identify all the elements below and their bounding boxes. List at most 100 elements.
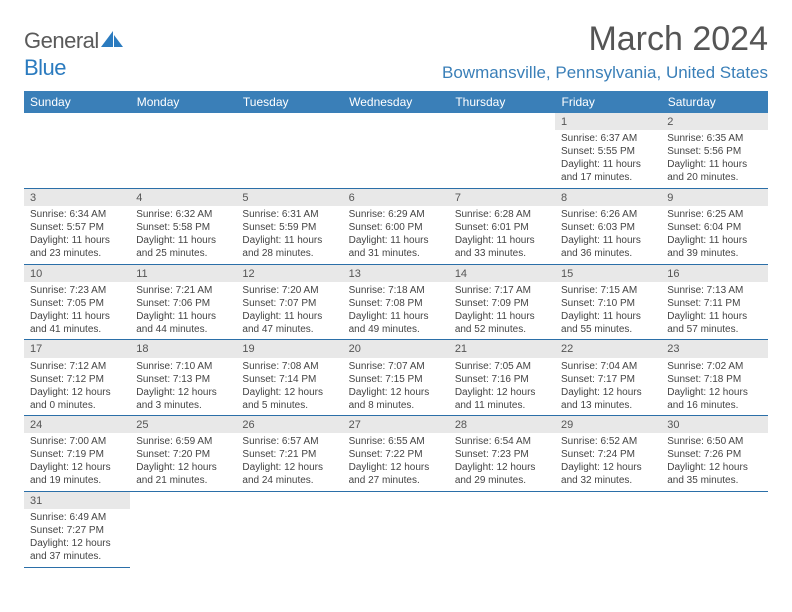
day-header: Friday <box>555 91 661 113</box>
d2-text: and 25 minutes. <box>136 247 230 260</box>
day-number-cell: 25 <box>130 416 236 434</box>
day-detail-cell: Sunrise: 6:32 AMSunset: 5:58 PMDaylight:… <box>130 206 236 264</box>
day-number-cell <box>236 491 342 509</box>
sr-text: Sunrise: 7:13 AM <box>667 284 761 297</box>
ss-text: Sunset: 6:04 PM <box>667 221 761 234</box>
logo-text-blue: Blue <box>24 55 66 80</box>
d2-text: and 11 minutes. <box>455 399 549 412</box>
sr-text: Sunrise: 7:00 AM <box>30 435 124 448</box>
header: GeneralBlue March 2024 Bowmansville, Pen… <box>24 20 768 89</box>
sr-text: Sunrise: 6:52 AM <box>561 435 655 448</box>
d2-text: and 3 minutes. <box>136 399 230 412</box>
sr-text: Sunrise: 7:20 AM <box>242 284 336 297</box>
d2-text: and 27 minutes. <box>349 474 443 487</box>
day-number-cell <box>130 491 236 509</box>
ss-text: Sunset: 7:27 PM <box>30 524 124 537</box>
day-number-cell: 24 <box>24 416 130 434</box>
day-detail-cell: Sunrise: 6:50 AMSunset: 7:26 PMDaylight:… <box>661 433 767 491</box>
d1-text: Daylight: 12 hours <box>561 461 655 474</box>
ss-text: Sunset: 7:07 PM <box>242 297 336 310</box>
d2-text: and 19 minutes. <box>30 474 124 487</box>
d1-text: Daylight: 11 hours <box>136 234 230 247</box>
d1-text: Daylight: 11 hours <box>455 310 549 323</box>
day-number-cell <box>130 113 236 130</box>
ss-text: Sunset: 7:09 PM <box>455 297 549 310</box>
d2-text: and 33 minutes. <box>455 247 549 260</box>
ss-text: Sunset: 7:17 PM <box>561 373 655 386</box>
day-number-cell: 6 <box>343 188 449 206</box>
ss-text: Sunset: 6:01 PM <box>455 221 549 234</box>
d1-text: Daylight: 11 hours <box>667 158 761 171</box>
sr-text: Sunrise: 6:31 AM <box>242 208 336 221</box>
day-number-cell: 21 <box>449 340 555 358</box>
d2-text: and 55 minutes. <box>561 323 655 336</box>
day-detail-cell <box>24 130 130 188</box>
sr-text: Sunrise: 6:54 AM <box>455 435 549 448</box>
sr-text: Sunrise: 6:35 AM <box>667 132 761 145</box>
ss-text: Sunset: 5:58 PM <box>136 221 230 234</box>
d1-text: Daylight: 12 hours <box>136 386 230 399</box>
d1-text: Daylight: 12 hours <box>455 461 549 474</box>
day-number-cell: 29 <box>555 416 661 434</box>
daynum-row: 3456789 <box>24 188 768 206</box>
d1-text: Daylight: 11 hours <box>455 234 549 247</box>
daynum-row: 24252627282930 <box>24 416 768 434</box>
day-number-cell: 12 <box>236 264 342 282</box>
d1-text: Daylight: 12 hours <box>349 386 443 399</box>
day-detail-cell <box>130 130 236 188</box>
sr-text: Sunrise: 6:34 AM <box>30 208 124 221</box>
day-detail-cell: Sunrise: 6:59 AMSunset: 7:20 PMDaylight:… <box>130 433 236 491</box>
d1-text: Daylight: 12 hours <box>30 461 124 474</box>
day-detail-cell: Sunrise: 7:02 AMSunset: 7:18 PMDaylight:… <box>661 358 767 416</box>
day-header-row: Sunday Monday Tuesday Wednesday Thursday… <box>24 91 768 113</box>
sr-text: Sunrise: 7:02 AM <box>667 360 761 373</box>
day-header: Sunday <box>24 91 130 113</box>
d2-text: and 57 minutes. <box>667 323 761 336</box>
sr-text: Sunrise: 7:18 AM <box>349 284 443 297</box>
day-detail-cell: Sunrise: 6:57 AMSunset: 7:21 PMDaylight:… <box>236 433 342 491</box>
detail-row: Sunrise: 6:34 AMSunset: 5:57 PMDaylight:… <box>24 206 768 264</box>
sr-text: Sunrise: 7:10 AM <box>136 360 230 373</box>
d2-text: and 5 minutes. <box>242 399 336 412</box>
sr-text: Sunrise: 6:29 AM <box>349 208 443 221</box>
day-number-cell: 14 <box>449 264 555 282</box>
day-detail-cell: Sunrise: 6:29 AMSunset: 6:00 PMDaylight:… <box>343 206 449 264</box>
d2-text: and 28 minutes. <box>242 247 336 260</box>
d1-text: Daylight: 11 hours <box>667 310 761 323</box>
day-detail-cell: Sunrise: 6:34 AMSunset: 5:57 PMDaylight:… <box>24 206 130 264</box>
day-number-cell <box>236 113 342 130</box>
day-detail-cell: Sunrise: 6:26 AMSunset: 6:03 PMDaylight:… <box>555 206 661 264</box>
day-detail-cell <box>236 509 342 567</box>
d1-text: Daylight: 12 hours <box>242 461 336 474</box>
sr-text: Sunrise: 6:59 AM <box>136 435 230 448</box>
d1-text: Daylight: 11 hours <box>136 310 230 323</box>
sr-text: Sunrise: 6:37 AM <box>561 132 655 145</box>
d1-text: Daylight: 12 hours <box>136 461 230 474</box>
day-detail-cell: Sunrise: 7:17 AMSunset: 7:09 PMDaylight:… <box>449 282 555 340</box>
sr-text: Sunrise: 7:05 AM <box>455 360 549 373</box>
d2-text: and 17 minutes. <box>561 171 655 184</box>
sr-text: Sunrise: 6:28 AM <box>455 208 549 221</box>
sr-text: Sunrise: 7:07 AM <box>349 360 443 373</box>
day-number-cell: 18 <box>130 340 236 358</box>
ss-text: Sunset: 7:20 PM <box>136 448 230 461</box>
ss-text: Sunset: 7:21 PM <box>242 448 336 461</box>
d1-text: Daylight: 12 hours <box>30 386 124 399</box>
sr-text: Sunrise: 7:23 AM <box>30 284 124 297</box>
logo-text: GeneralBlue <box>24 28 123 81</box>
daynum-row: 10111213141516 <box>24 264 768 282</box>
day-number-cell: 1 <box>555 113 661 130</box>
day-number-cell <box>24 113 130 130</box>
day-number-cell: 2 <box>661 113 767 130</box>
sr-text: Sunrise: 6:49 AM <box>30 511 124 524</box>
day-number-cell: 8 <box>555 188 661 206</box>
d1-text: Daylight: 12 hours <box>455 386 549 399</box>
sr-text: Sunrise: 7:08 AM <box>242 360 336 373</box>
d1-text: Daylight: 11 hours <box>349 234 443 247</box>
d2-text: and 47 minutes. <box>242 323 336 336</box>
sr-text: Sunrise: 6:55 AM <box>349 435 443 448</box>
calendar-table: Sunday Monday Tuesday Wednesday Thursday… <box>24 91 768 568</box>
day-detail-cell: Sunrise: 6:37 AMSunset: 5:55 PMDaylight:… <box>555 130 661 188</box>
day-detail-cell: Sunrise: 6:54 AMSunset: 7:23 PMDaylight:… <box>449 433 555 491</box>
ss-text: Sunset: 7:14 PM <box>242 373 336 386</box>
